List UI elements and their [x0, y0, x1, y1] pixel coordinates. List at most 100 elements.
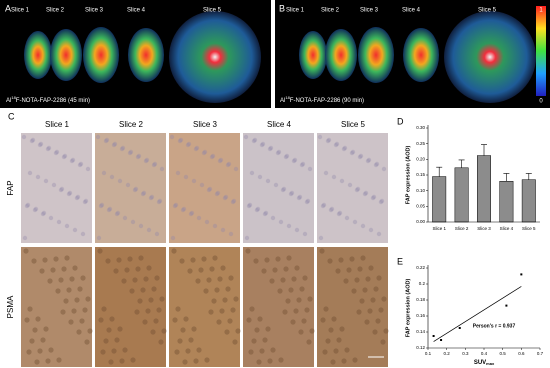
cell — [24, 203, 30, 209]
x-tick-label: Slice 4 — [500, 226, 514, 231]
cell — [103, 138, 109, 144]
cell — [27, 170, 33, 176]
cell — [55, 288, 61, 294]
cell — [270, 347, 276, 353]
cell — [146, 227, 152, 233]
cell — [119, 358, 125, 364]
cell — [354, 277, 360, 283]
cell — [68, 319, 74, 325]
pet-slice — [24, 31, 52, 79]
pet-slice — [325, 29, 357, 81]
cell — [357, 154, 363, 160]
cell — [256, 359, 262, 365]
cell — [261, 268, 267, 274]
cell — [267, 358, 273, 364]
cell — [186, 141, 192, 147]
cell — [283, 266, 289, 272]
cell — [108, 359, 114, 365]
panel-letter: E — [397, 256, 403, 266]
cell — [352, 357, 358, 363]
cell — [233, 166, 239, 172]
cell — [207, 186, 213, 192]
cell — [85, 296, 91, 302]
cell — [87, 328, 93, 334]
cell — [376, 275, 382, 281]
cell — [188, 337, 194, 343]
x-tick-label: Slice 5 — [522, 226, 536, 231]
cell — [173, 202, 179, 208]
cell — [178, 137, 184, 143]
cell — [21, 134, 27, 140]
cell — [330, 359, 336, 365]
cell — [251, 138, 257, 144]
colorbar — [536, 6, 546, 96]
cell — [370, 297, 376, 303]
x-tick-label: 0.2 — [444, 351, 451, 356]
cell — [142, 319, 148, 325]
cell — [372, 329, 378, 335]
cell — [100, 349, 106, 355]
cell — [257, 174, 263, 180]
cell — [70, 157, 76, 163]
cell — [152, 161, 158, 167]
cell — [217, 276, 223, 282]
cell — [80, 275, 86, 281]
cell — [35, 174, 41, 180]
text-part: SUV — [474, 360, 486, 366]
y-tick-label: 0.12 — [416, 345, 425, 350]
cell — [53, 150, 59, 156]
cell — [329, 206, 335, 212]
cell — [85, 166, 91, 172]
ihc-image — [243, 247, 314, 367]
bar — [499, 181, 514, 223]
bar — [521, 179, 536, 223]
cell — [201, 150, 207, 156]
cell — [339, 326, 345, 332]
cell — [96, 235, 102, 241]
y-tick-label: 0.30 — [416, 125, 425, 130]
cell — [210, 153, 216, 159]
cell — [114, 211, 120, 217]
cell — [136, 153, 142, 159]
cell — [280, 187, 286, 193]
cell — [198, 267, 204, 273]
cell — [202, 149, 208, 155]
caption: Al18F-NOTA-FAP-2286 (90 min) — [280, 95, 364, 104]
cell — [228, 231, 234, 237]
cell — [106, 207, 112, 213]
cell — [183, 174, 189, 180]
cell — [29, 338, 35, 344]
cell — [191, 326, 197, 332]
cell — [212, 255, 218, 261]
cell — [188, 211, 194, 217]
cell — [323, 306, 329, 312]
cell — [175, 306, 181, 312]
x-tick-label: 0.4 — [481, 351, 488, 356]
cell — [116, 257, 122, 263]
cell — [247, 202, 253, 208]
cell — [79, 318, 85, 324]
cell — [230, 199, 236, 205]
cell — [320, 203, 326, 209]
cell — [144, 157, 150, 163]
cell — [38, 141, 44, 147]
cell — [107, 206, 113, 212]
cell — [159, 166, 165, 172]
cell — [276, 149, 282, 155]
cell — [37, 142, 43, 148]
cell — [220, 265, 226, 271]
cell — [235, 328, 241, 334]
axis — [427, 125, 540, 223]
cell — [159, 296, 165, 302]
cell — [156, 307, 162, 313]
cell — [195, 278, 201, 284]
cell — [174, 349, 180, 355]
cell — [125, 182, 131, 188]
cell — [46, 145, 52, 151]
cell — [180, 207, 186, 213]
cell — [121, 278, 127, 284]
cell — [306, 339, 312, 345]
cell — [327, 258, 333, 264]
cell — [264, 257, 270, 263]
cell — [23, 248, 29, 254]
